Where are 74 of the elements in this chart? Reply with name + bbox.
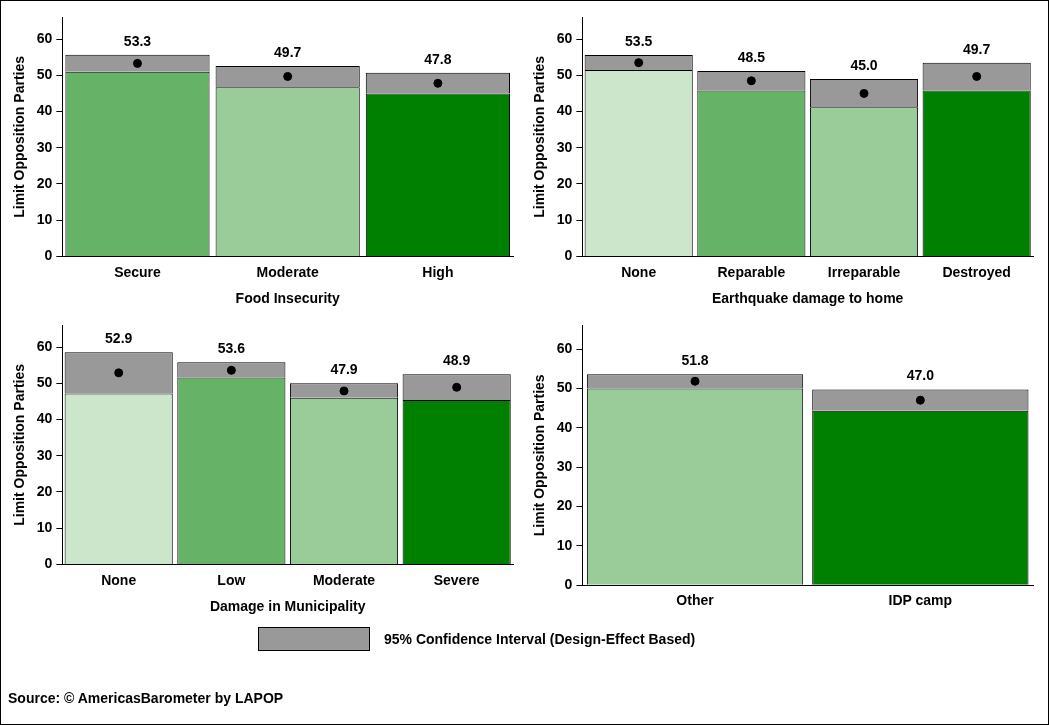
y-tick-label: 60 xyxy=(556,339,573,356)
y-tick-label: 10 xyxy=(36,211,53,228)
data-label: 49.7 xyxy=(274,43,302,60)
y-tick-label: 20 xyxy=(36,174,53,191)
data-label: 52.9 xyxy=(105,330,133,347)
x-tick-label: None xyxy=(101,571,137,588)
y-tick-label: 60 xyxy=(36,337,53,354)
x-tick-label: High xyxy=(422,263,454,280)
y-tick-label: 20 xyxy=(556,497,573,514)
y-tick-label: 40 xyxy=(36,410,53,427)
y-axis-title: Limit Opposition Parties xyxy=(531,374,548,537)
x-tick-label: Other xyxy=(676,592,715,609)
point xyxy=(746,76,756,86)
point xyxy=(972,71,982,81)
x-axis-title: Food Insecurity xyxy=(235,290,341,307)
y-tick-label: 60 xyxy=(36,29,53,46)
x-tick-label: Severe xyxy=(433,571,480,588)
y-tick-label: 0 xyxy=(44,247,53,264)
y-tick-label: 30 xyxy=(36,446,53,463)
y-tick-label: 0 xyxy=(564,247,573,264)
x-tick-label: None xyxy=(621,263,657,280)
point xyxy=(226,365,236,375)
data-label: 47.8 xyxy=(424,50,452,67)
data-label: 49.7 xyxy=(963,40,991,57)
x-tick-label: Secure xyxy=(114,263,162,280)
y-tick-label: 10 xyxy=(36,519,53,536)
y-tick-label: 0 xyxy=(44,555,53,572)
y-tick-label: 40 xyxy=(556,418,573,435)
y-tick-label: 0 xyxy=(564,576,573,593)
x-tick-label: Irreparable xyxy=(827,263,901,280)
y-axis-title: Limit Opposition Parties xyxy=(531,55,548,218)
y-tick-label: 20 xyxy=(556,174,573,191)
x-tick-label: Moderate xyxy=(312,571,376,588)
point xyxy=(132,58,142,68)
x-tick-label: Low xyxy=(217,571,246,588)
y-tick-label: 30 xyxy=(36,138,53,155)
text: 95% Confidence Interval (Design-Effect Based) xyxy=(384,631,696,647)
y-tick-label: 40 xyxy=(556,102,573,119)
data-label: 53.5 xyxy=(625,32,653,49)
point xyxy=(452,382,462,392)
point xyxy=(283,71,293,81)
source-note: Source: © AmericasBarometer by LAPOP xyxy=(8,690,284,706)
point xyxy=(339,386,349,396)
data-label: 51.8 xyxy=(681,352,709,369)
y-tick-label: 10 xyxy=(556,211,573,228)
y-tick-label: 50 xyxy=(556,379,573,396)
y-tick-label: 50 xyxy=(36,374,53,391)
x-tick-label: Reparable xyxy=(717,263,786,280)
y-tick-label: 30 xyxy=(556,457,573,474)
data-label: 48.9 xyxy=(443,352,471,369)
point xyxy=(859,88,869,98)
y-axis-title: Limit Opposition Parties xyxy=(11,55,28,218)
x-axis-title: Earthquake damage to home xyxy=(711,290,904,307)
x-tick-label: Moderate xyxy=(256,263,320,280)
y-tick-label: 30 xyxy=(556,138,573,155)
y-tick-label: 20 xyxy=(36,482,53,499)
data-label: 45.0 xyxy=(850,56,878,73)
y-tick-label: 50 xyxy=(36,66,53,83)
y-tick-label: 40 xyxy=(36,102,53,119)
point xyxy=(114,368,124,378)
y-tick-label: 60 xyxy=(556,29,573,46)
data-label: 47.9 xyxy=(330,361,358,378)
data-label: 53.3 xyxy=(123,32,152,49)
point xyxy=(433,78,443,88)
y-axis-title: Limit Opposition Parties xyxy=(11,363,28,526)
y-tick-label: 10 xyxy=(556,536,573,553)
data-label: 48.5 xyxy=(737,48,766,65)
data-label: 47.0 xyxy=(906,367,935,384)
x-tick-label: IDP camp xyxy=(888,592,953,609)
y-tick-label: 50 xyxy=(556,66,573,83)
x-axis-title: Damage in Municipality xyxy=(209,598,366,615)
data-label: 53.6 xyxy=(217,340,246,357)
point xyxy=(634,58,644,68)
x-tick-label: Destroyed xyxy=(942,263,1011,280)
